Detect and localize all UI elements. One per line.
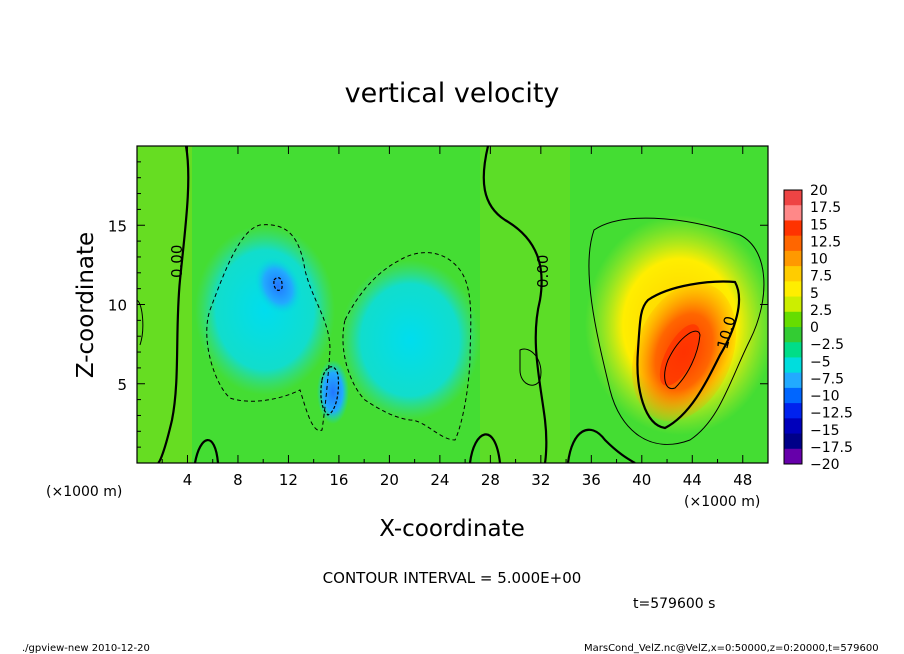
contour-zero-mid: [482, 146, 548, 463]
contour-interval: CONTOUR INTERVAL = 5.000E+00: [323, 569, 582, 587]
colorbar-segment: [784, 266, 802, 282]
plot-area: 0.00 0.00 10.0: [137, 146, 768, 463]
y-tick-label: 5: [117, 376, 127, 394]
colorbar-segment: [784, 235, 802, 252]
chart-title: vertical velocity: [345, 78, 560, 109]
x-units-right: (×1000 m): [684, 494, 760, 510]
contour-label-mid: 0.00: [534, 255, 552, 288]
colorbar-label: 7.5: [810, 269, 832, 285]
contour-downdraft-core-2: [273, 277, 283, 291]
colorbar-label: 10: [810, 252, 828, 268]
colorbar-segment: [784, 433, 802, 450]
contour-downdraft-central: [342, 252, 472, 441]
x-tick-label: 20: [380, 471, 399, 489]
contour-downdraft-west: [206, 224, 331, 431]
colorbar-label: 2.5: [810, 303, 832, 319]
colorbar-label: −5: [810, 354, 831, 370]
downdraft-core-lower: [317, 360, 349, 424]
colorbar-segment: [784, 205, 802, 221]
updraft-core: [659, 324, 701, 386]
x-tick-label: 24: [430, 471, 449, 489]
x-tick-label: 28: [481, 471, 500, 489]
colorbar-label: −10: [810, 389, 840, 405]
colorbar-label: 15: [810, 217, 828, 233]
contour-downdraft-core-1: [320, 366, 340, 416]
colorbar-segment: [784, 372, 802, 389]
x-tick-label: 48: [733, 471, 752, 489]
x-tick-label: 36: [582, 471, 601, 489]
y-axis-title: Z-coordinate: [73, 232, 99, 378]
downdraft-west: [195, 225, 335, 395]
colorbar-label: 5: [810, 286, 819, 302]
contour-weak-left-edge: [137, 299, 144, 346]
y-axis-ticks: 5 10 15: [108, 161, 768, 448]
colorbar-frame: [783, 189, 803, 465]
colorbar-segment: [784, 220, 802, 237]
colorbar-segment: [784, 387, 802, 404]
x-units-left: (×1000 m): [46, 484, 122, 500]
colorbar-segment: [784, 357, 802, 374]
contour-weak-right-edge: [519, 348, 542, 386]
footer-left: ./gpview-new 2010-12-20: [22, 643, 150, 654]
contour-zero-bottom-2: [468, 433, 502, 463]
downdraft-core-upper: [254, 257, 302, 315]
weak-band-right: [480, 146, 570, 463]
contour-updraft-15: [664, 330, 701, 390]
colorbar-label: −15: [810, 423, 840, 439]
colorbar-label: −20: [810, 457, 840, 473]
colorbar-label: −2.5: [810, 337, 844, 353]
colorbar-label: −12.5: [810, 406, 853, 422]
contour-zero-right-bottom: [566, 428, 636, 463]
x-tick-label: 12: [279, 471, 298, 489]
x-tick-label: 4: [183, 471, 193, 489]
colorbar-label: 0: [810, 320, 819, 336]
colorbar-label: 17.5: [810, 200, 841, 216]
downdraft-central: [340, 260, 480, 420]
colorbar-label: −7.5: [810, 371, 844, 387]
colorbar-segment: [784, 403, 802, 419]
x-tick-label: 8: [233, 471, 243, 489]
colorbar-segment: [784, 418, 802, 435]
colorbar-segment: [784, 448, 802, 465]
weak-band-left: [137, 146, 192, 463]
colorbar-segment: [784, 342, 802, 358]
colorbar-segment: [784, 296, 802, 313]
footer-right: MarsCond_VelZ.nc@VelZ,x=0:50000,z=0:2000…: [584, 643, 879, 654]
x-tick-label: 32: [531, 471, 550, 489]
colorbar-segment: [784, 281, 802, 298]
colorbar-segment: [784, 250, 802, 267]
x-axis-ticks: 4 8 12 16 20 24 28 32 36 40 44 48: [161, 146, 752, 489]
contour-label-left: 0.00: [168, 245, 186, 278]
contour-zero-bottom-1: [193, 439, 220, 463]
y-tick-label: 15: [108, 217, 127, 235]
x-tick-label: 44: [683, 471, 702, 489]
colorbar-label: 20: [810, 183, 828, 199]
x-tick-label: 40: [632, 471, 651, 489]
contour-zero-left: [157, 146, 190, 463]
colorbar-label: 12.5: [810, 234, 841, 250]
x-axis-title: X-coordinate: [379, 516, 525, 542]
colorbar-segment: [784, 311, 802, 328]
x-tick-label: 16: [329, 471, 348, 489]
colorbar-segment: [784, 190, 802, 206]
y-tick-label: 10: [108, 297, 127, 315]
contour-updraft-5: [588, 217, 765, 445]
colorbar-label: −17.5: [810, 440, 853, 456]
time-label: t=579600 s: [633, 596, 715, 612]
colorbar-segment: [784, 327, 802, 343]
contour-updraft-10: [636, 280, 741, 430]
